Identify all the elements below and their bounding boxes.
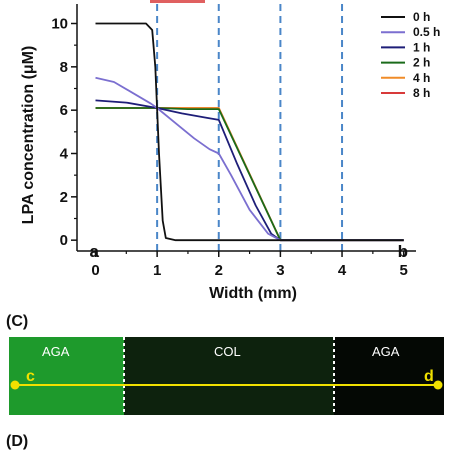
y-tick-label-10: 10 [51,16,68,33]
x-tick-label-1: 1 [153,262,161,279]
series-line-0.5-h [95,76,404,242]
x-tick-label-0: 0 [91,262,99,279]
legend-label-1-h: 1 h [413,40,430,54]
zone-aga-left [9,337,124,415]
legend: 0 h0.5 h1 h 2 h4 h8 h [381,10,440,100]
x-ticks: 0 1 2 3 4 5 [91,251,408,279]
y-axis-label: LPA concentration (μM) [20,46,37,225]
panel-c-image-strip: AGA COL AGA c d [9,337,444,415]
x-tick-label-4: 4 [338,262,347,279]
legend-label-2-h: 2 h [413,56,430,70]
series-line-0-h [95,22,404,242]
marker-c-label: c [26,368,35,385]
series-line-1-h [95,99,404,242]
y-ticks: 0 2 4 6 8 10 [51,16,77,249]
marker-c-dot [10,380,20,390]
legend-label-8-h: 8 h [413,86,430,100]
y-tick-label-4: 4 [60,146,69,163]
x-tick-label-2: 2 [215,262,223,279]
x-axis-label: Width (mm) [209,285,297,302]
cropped-top-bar [150,0,205,3]
marker-d-label: d [424,368,434,385]
zone-label-aga-left: AGA [42,344,70,359]
zone-aga-right [334,337,444,415]
corner-label-a: a [89,242,99,261]
y-tick-label-0: 0 [60,232,68,249]
corner-label-b: b [398,242,408,261]
legend-label-0.5-h: 0.5 h [413,25,440,39]
y-tick-label-2: 2 [60,189,68,206]
zone-label-col: COL [214,344,241,359]
panel-d-label: (D) [6,433,28,450]
legend-label-4-h: 4 h [413,71,430,85]
zone-boundaries [156,4,344,251]
x-tick-label-3: 3 [276,262,284,279]
legend-label-0-h: 0 h [413,10,430,24]
zone-label-aga-right: AGA [372,344,400,359]
panel-c-label: (C) [6,313,28,330]
y-tick-label-6: 6 [60,102,68,119]
marker-d-dot [433,380,443,390]
y-tick-label-8: 8 [60,59,68,76]
x-tick-label-5: 5 [400,262,408,279]
series-lines [95,22,404,242]
zone-col [124,337,334,415]
series-line-2-h [95,107,404,242]
